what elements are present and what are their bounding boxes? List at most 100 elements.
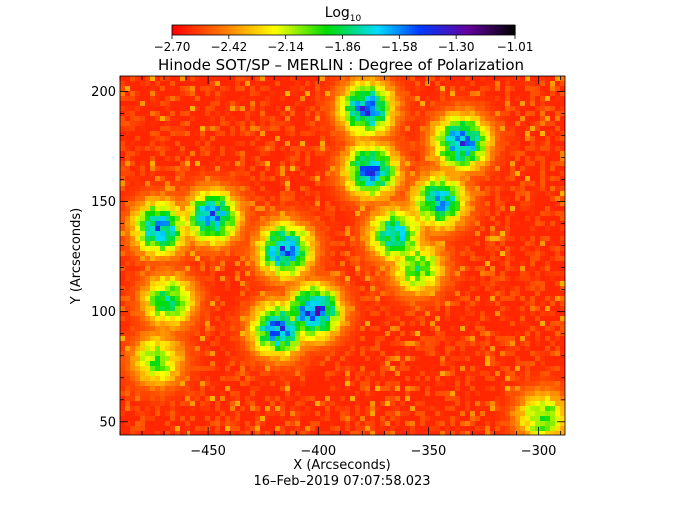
heatmap-cell [385, 146, 391, 152]
heatmap-cell [225, 111, 231, 117]
heatmap-cell [530, 336, 536, 342]
heatmap-cell [545, 131, 551, 137]
heatmap-cell [260, 241, 266, 247]
heatmap-cell [380, 256, 386, 262]
heatmap-cell [240, 186, 246, 192]
heatmap-cell [300, 271, 306, 277]
heatmap-cell [340, 76, 346, 82]
heatmap-cell [495, 231, 501, 237]
heatmap-cell [265, 336, 271, 342]
heatmap-cell [145, 216, 151, 222]
heatmap-cell [175, 111, 181, 117]
heatmap-cell [265, 341, 271, 347]
heatmap-cell [495, 91, 501, 97]
heatmap-cell [225, 236, 231, 242]
heatmap-cell [300, 306, 306, 312]
heatmap-cell [390, 166, 396, 172]
heatmap-cell [205, 236, 211, 242]
heatmap-cell [420, 331, 426, 337]
heatmap-cell [335, 331, 341, 337]
heatmap-cell [295, 191, 301, 197]
heatmap-cell [450, 311, 456, 317]
heatmap-cell [325, 201, 331, 207]
heatmap-cell [225, 176, 231, 182]
colorbar-segment [343, 25, 347, 35]
heatmap-cell [345, 81, 351, 87]
heatmap-cell [520, 146, 526, 152]
heatmap-cell [325, 176, 331, 182]
heatmap-cell [235, 226, 241, 232]
heatmap-cell [335, 186, 341, 192]
heatmap-cell [370, 216, 376, 222]
heatmap-cell [440, 81, 446, 87]
heatmap-cell [450, 156, 456, 162]
heatmap-cell [135, 271, 141, 277]
heatmap-cell [530, 186, 536, 192]
heatmap-cell [555, 96, 561, 102]
heatmap-cell [505, 321, 511, 327]
heatmap-cell [470, 311, 476, 317]
heatmap-cell [305, 146, 311, 152]
heatmap-cell [385, 161, 391, 167]
heatmap-cell [405, 311, 411, 317]
heatmap-cell [165, 216, 171, 222]
heatmap-cell [400, 156, 406, 162]
heatmap-cell [485, 176, 491, 182]
heatmap-cell [350, 256, 356, 262]
heatmap-cell [310, 141, 316, 147]
heatmap-cell [275, 76, 281, 82]
heatmap-cell [460, 261, 466, 267]
heatmap-cell [315, 236, 321, 242]
heatmap-cell [130, 76, 136, 82]
heatmap-cell [320, 216, 326, 222]
heatmap-cell [120, 151, 126, 157]
heatmap-cell [435, 171, 441, 177]
heatmap-cell [305, 311, 311, 317]
heatmap-cell [130, 346, 136, 352]
heatmap-cell [535, 311, 541, 317]
heatmap-cell [145, 126, 151, 132]
heatmap-cell [425, 131, 431, 137]
heatmap-cell [160, 141, 166, 147]
heatmap-cell [490, 111, 496, 117]
heatmap-cell [265, 241, 271, 247]
heatmap-cell [480, 216, 486, 222]
heatmap-cell [535, 256, 541, 262]
heatmap-cell [395, 196, 401, 202]
heatmap-cell [495, 316, 501, 322]
heatmap-cell [155, 101, 161, 107]
heatmap-cell [450, 96, 456, 102]
heatmap-cell [180, 146, 186, 152]
heatmap-cell [160, 246, 166, 252]
heatmap-cell [515, 306, 521, 312]
heatmap-cell [435, 106, 441, 112]
heatmap-cell [300, 266, 306, 272]
heatmap-cell [430, 156, 436, 162]
heatmap-cell [300, 141, 306, 147]
heatmap-cell [250, 271, 256, 277]
heatmap-cell [540, 236, 546, 242]
heatmap-cell [270, 326, 276, 332]
heatmap-cell [390, 91, 396, 97]
heatmap-cell [200, 146, 206, 152]
heatmap-cell [145, 346, 151, 352]
heatmap-cell [415, 131, 421, 137]
heatmap-cell [500, 301, 506, 307]
heatmap-cell [255, 341, 261, 347]
heatmap-cell [265, 296, 271, 302]
heatmap-cell [385, 136, 391, 142]
heatmap-cell [410, 301, 416, 307]
heatmap-cell [135, 256, 141, 262]
heatmap-cell [350, 96, 356, 102]
heatmap-cell [210, 101, 216, 107]
heatmap-cell [325, 306, 331, 312]
heatmap-cell [260, 326, 266, 332]
heatmap-cell [290, 196, 296, 202]
heatmap-cell [310, 226, 316, 232]
heatmap-cell [455, 301, 461, 307]
heatmap-cell [370, 111, 376, 117]
colorbar-segment [449, 25, 453, 35]
heatmap-cell [250, 196, 256, 202]
heatmap-cell [170, 306, 176, 312]
heatmap-cell [430, 286, 436, 292]
